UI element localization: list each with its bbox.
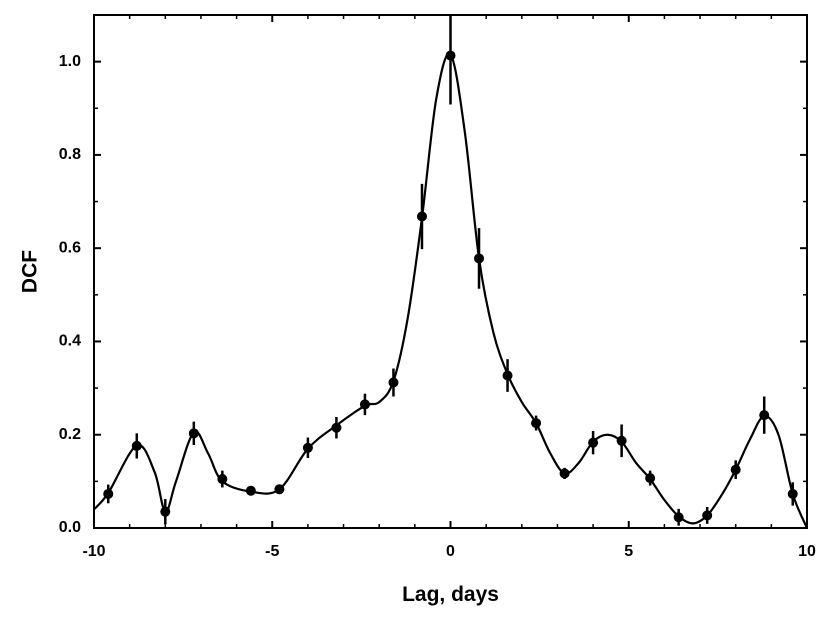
data-point (188, 428, 199, 439)
data-point (445, 50, 456, 61)
fit-curve (94, 52, 807, 528)
data-point (531, 418, 542, 429)
data-point (559, 468, 570, 479)
x-tick-label: 10 (798, 543, 816, 560)
data-point (787, 488, 798, 499)
data-point (474, 253, 485, 264)
data-points-layer (103, 15, 798, 526)
y-tick-label: 0.0 (59, 519, 81, 536)
data-point (645, 473, 656, 484)
data-point (131, 440, 142, 451)
data-point (274, 484, 285, 495)
data-point (588, 437, 599, 448)
y-tick-label: 0.4 (59, 333, 81, 350)
data-point (730, 464, 741, 475)
data-point (103, 488, 114, 499)
x-tick-label: 5 (624, 543, 633, 560)
y-tick-label: 0.8 (59, 146, 81, 163)
data-point (217, 474, 228, 485)
y-axis-title: DCF (19, 250, 42, 293)
data-point (359, 399, 370, 410)
data-point (388, 377, 399, 388)
x-axis-title: Lag, days (402, 583, 499, 606)
y-tick-label: 0.6 (59, 239, 81, 256)
data-point (245, 485, 256, 496)
data-point (616, 435, 627, 446)
data-point (702, 510, 713, 521)
data-point (302, 442, 313, 453)
data-point (416, 211, 427, 222)
data-point (502, 370, 513, 381)
data-point (673, 512, 684, 523)
fit-curve-layer (94, 52, 807, 528)
data-point (331, 422, 342, 433)
data-point (160, 506, 171, 517)
x-tick-label: 0 (446, 543, 455, 560)
y-tick-label: 0.2 (59, 426, 81, 443)
data-point (759, 410, 770, 421)
x-tick-label: -5 (265, 543, 279, 560)
y-tick-label: 1.0 (59, 53, 81, 70)
ticks-layer: -10 -5 0 5 10 0.0 0.2 0.4 0.6 0.8 1.0 (59, 15, 816, 560)
x-tick-label: -10 (82, 543, 105, 560)
